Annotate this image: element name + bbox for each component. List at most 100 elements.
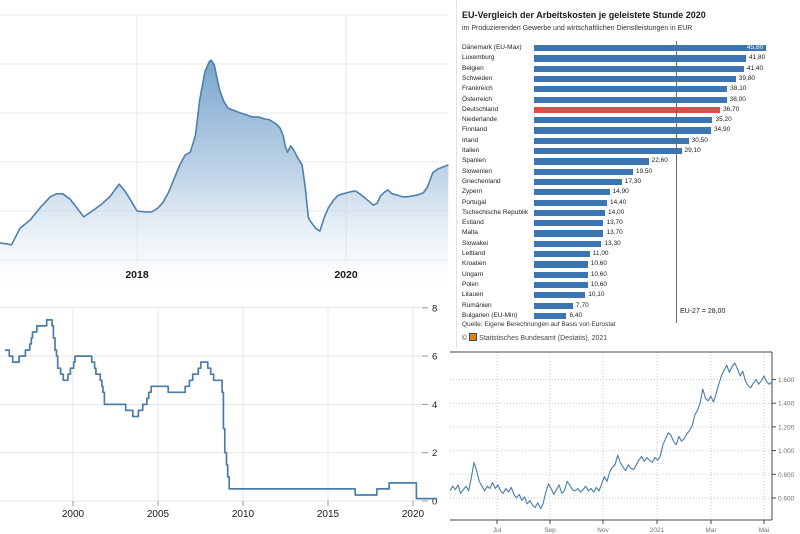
- bar-row: Niederlande 35,20: [457, 115, 800, 125]
- bar-category-label: Slowakei: [462, 239, 489, 247]
- x-tick-label: 2010: [232, 509, 255, 520]
- bar-category-label: Litauen: [462, 291, 484, 299]
- x-tick-label: 2000: [62, 509, 85, 520]
- x-tick-label: 2021: [650, 527, 665, 534]
- bar-category-label: Irland: [462, 136, 479, 144]
- bar-value-label: 10,10: [588, 291, 605, 299]
- copyright-symbol: ©: [462, 335, 468, 342]
- bar-category-label: Portugal: [462, 198, 487, 206]
- bar: [534, 271, 588, 278]
- bar-row: Kroatien 10,60: [457, 259, 800, 269]
- bar-row: Slowakei 13,30: [457, 239, 800, 249]
- bar-row: Deutschland 36,70: [457, 105, 800, 115]
- bar-value-label: 13,70: [606, 229, 623, 237]
- bar-value-label: 36,70: [723, 105, 740, 113]
- bar-row: Litauen 10,10: [457, 290, 800, 300]
- bar: [534, 292, 586, 299]
- x-tick-label: Jul: [493, 527, 502, 534]
- bar-value-label: 41,40: [746, 64, 764, 72]
- step-line-chart-canvas: 2000 2005 2010 2015 2020 8 6 4 2 0: [0, 303, 437, 520]
- bar-value-label: 7,70: [576, 301, 589, 309]
- bar: [534, 209, 605, 217]
- bar-row: Zypern 14,90: [457, 187, 800, 197]
- bar-category-label: Bulgarien (EU-Min): [462, 311, 518, 319]
- step-line-chart: 2000 2005 2010 2015 2020 8 6 4 2 0: [0, 292, 445, 534]
- bar-category-label: Griechenland: [462, 177, 501, 185]
- bar-value-label: 11,00: [592, 250, 609, 257]
- bar: [534, 55, 746, 62]
- bar: [534, 302, 574, 309]
- copyright-text: Statistisches Bundesamt (Destatis), 2021: [479, 335, 608, 342]
- destatis-logo-icon: [469, 333, 478, 341]
- bar-value-label: 14,90: [612, 188, 629, 196]
- bar-row: Ungarn 10,60: [457, 270, 800, 280]
- bar: [534, 312, 567, 320]
- bar: [534, 137, 689, 144]
- bar-category-label: Ungarn: [462, 270, 484, 278]
- bar-row: Frankreich 38,10: [457, 84, 800, 94]
- x-tick-label: 2020: [402, 509, 425, 520]
- bar: [534, 96, 727, 103]
- bar-category-label: Frankreich: [462, 85, 493, 93]
- bar-row: Spanien 22,60: [457, 156, 800, 166]
- bar-row: Luxemburg 41,80: [457, 53, 800, 63]
- source-note: Quelle: Eigene Berechnungen auf Basis vo…: [462, 321, 616, 328]
- bar-category-label: Dänemark (EU-Max): [462, 44, 522, 51]
- bar-category-label: Italien: [462, 147, 480, 154]
- bar-value-label: 14,00: [607, 208, 625, 216]
- bar-row: Malta 13,70: [457, 228, 800, 238]
- bar-category-label: Kroatien: [462, 260, 487, 268]
- area-fill: [0, 60, 449, 292]
- x-tick-label: Mar: [705, 527, 717, 534]
- bar-row: Portugal 14,40: [457, 198, 800, 208]
- y-tick-label: 6: [432, 352, 437, 363]
- bar: [534, 261, 588, 268]
- bar-row: Dänemark (EU-Max) 45,80: [457, 43, 800, 53]
- eu27-reference-label: EU-27 = 28,00: [680, 308, 726, 315]
- x-tick-label: Sep: [544, 527, 556, 534]
- bar-row: Österreich 38,00: [457, 95, 800, 105]
- bar-row: Schweden 39,80: [457, 74, 800, 84]
- yield-line-chart-canvas: 1.600 1.400 1.200 1.000 0.800 0.600 Jul Sep Nov 2…: [449, 351, 795, 534]
- bar-category-label: Schweden: [462, 74, 493, 82]
- bar-category-label: Lettland: [462, 250, 486, 257]
- bar-value-label: 34,90: [713, 126, 731, 134]
- area-line: [0, 59, 449, 246]
- bar-value-label: 30,50: [691, 136, 708, 144]
- y-tick-label: 1.200: [778, 424, 795, 431]
- bar-value-label: 38,00: [729, 95, 746, 103]
- bar-category-label: Zypern: [462, 188, 483, 196]
- bar-category-label: Polen: [462, 280, 479, 288]
- yield-line-chart: 1.600 1.400 1.200 1.000 0.800 0.600 Jul Sep Nov 2…: [445, 348, 800, 534]
- bar-category-label: Deutschland: [462, 105, 499, 113]
- bar-row: Finnland 34,90: [457, 125, 800, 135]
- bar-category-label: Österreich: [462, 95, 492, 103]
- bar-value-label: 39,80: [738, 74, 756, 82]
- x-tick-label: 2020: [334, 269, 358, 281]
- copyright-note: © Statistisches Bundesamt (Destatis), 202…: [462, 333, 607, 342]
- bar-category-label: Niederlande: [462, 116, 498, 124]
- bar-value-label: 13,30: [604, 239, 621, 247]
- bar-chart-destatis: EU-Vergleich der Arbeitskosten je geleis…: [456, 0, 800, 348]
- bar-value-label: 14,40: [610, 198, 627, 206]
- bar-row: Bulgarien (EU-Min) 6,40: [457, 311, 800, 321]
- bar: [534, 117, 713, 124]
- y-tick-label: 1.600: [778, 377, 795, 384]
- bar: [534, 199, 607, 206]
- bar-chart-subtitle: im Produzierenden Gewerbe und wirtschaft…: [462, 25, 693, 32]
- bar-value-label: 13,70: [606, 219, 623, 227]
- yield-line: [449, 362, 773, 510]
- y-tick-label: 2: [432, 448, 437, 459]
- y-tick-label: 4: [432, 400, 437, 411]
- bar-row: Tschechische Republik 14,00: [457, 208, 800, 218]
- x-tick-label: 2005: [147, 509, 170, 520]
- bar-value-label: 10,60: [590, 260, 608, 268]
- y-tick-label: 0.800: [778, 472, 795, 479]
- bar: [534, 158, 649, 165]
- bar-value-label: 19,50: [635, 167, 653, 175]
- eu27-reference-line: [676, 41, 677, 323]
- bar-row: Estland 13,70: [457, 218, 800, 228]
- bar: [534, 220, 604, 227]
- bar: [534, 45, 767, 52]
